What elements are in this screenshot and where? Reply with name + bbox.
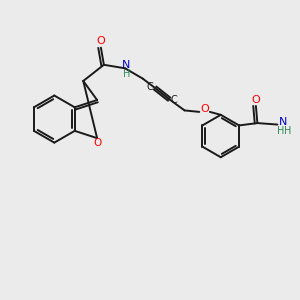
Text: N: N (278, 117, 287, 127)
Text: H: H (277, 126, 284, 136)
Text: O: O (200, 104, 209, 114)
Text: O: O (96, 36, 105, 46)
Text: H: H (284, 126, 291, 136)
Text: N: N (122, 60, 131, 70)
Text: O: O (251, 94, 260, 104)
Text: C: C (171, 95, 178, 105)
Text: H: H (123, 69, 130, 79)
Text: C: C (147, 82, 154, 92)
Text: O: O (94, 138, 102, 148)
